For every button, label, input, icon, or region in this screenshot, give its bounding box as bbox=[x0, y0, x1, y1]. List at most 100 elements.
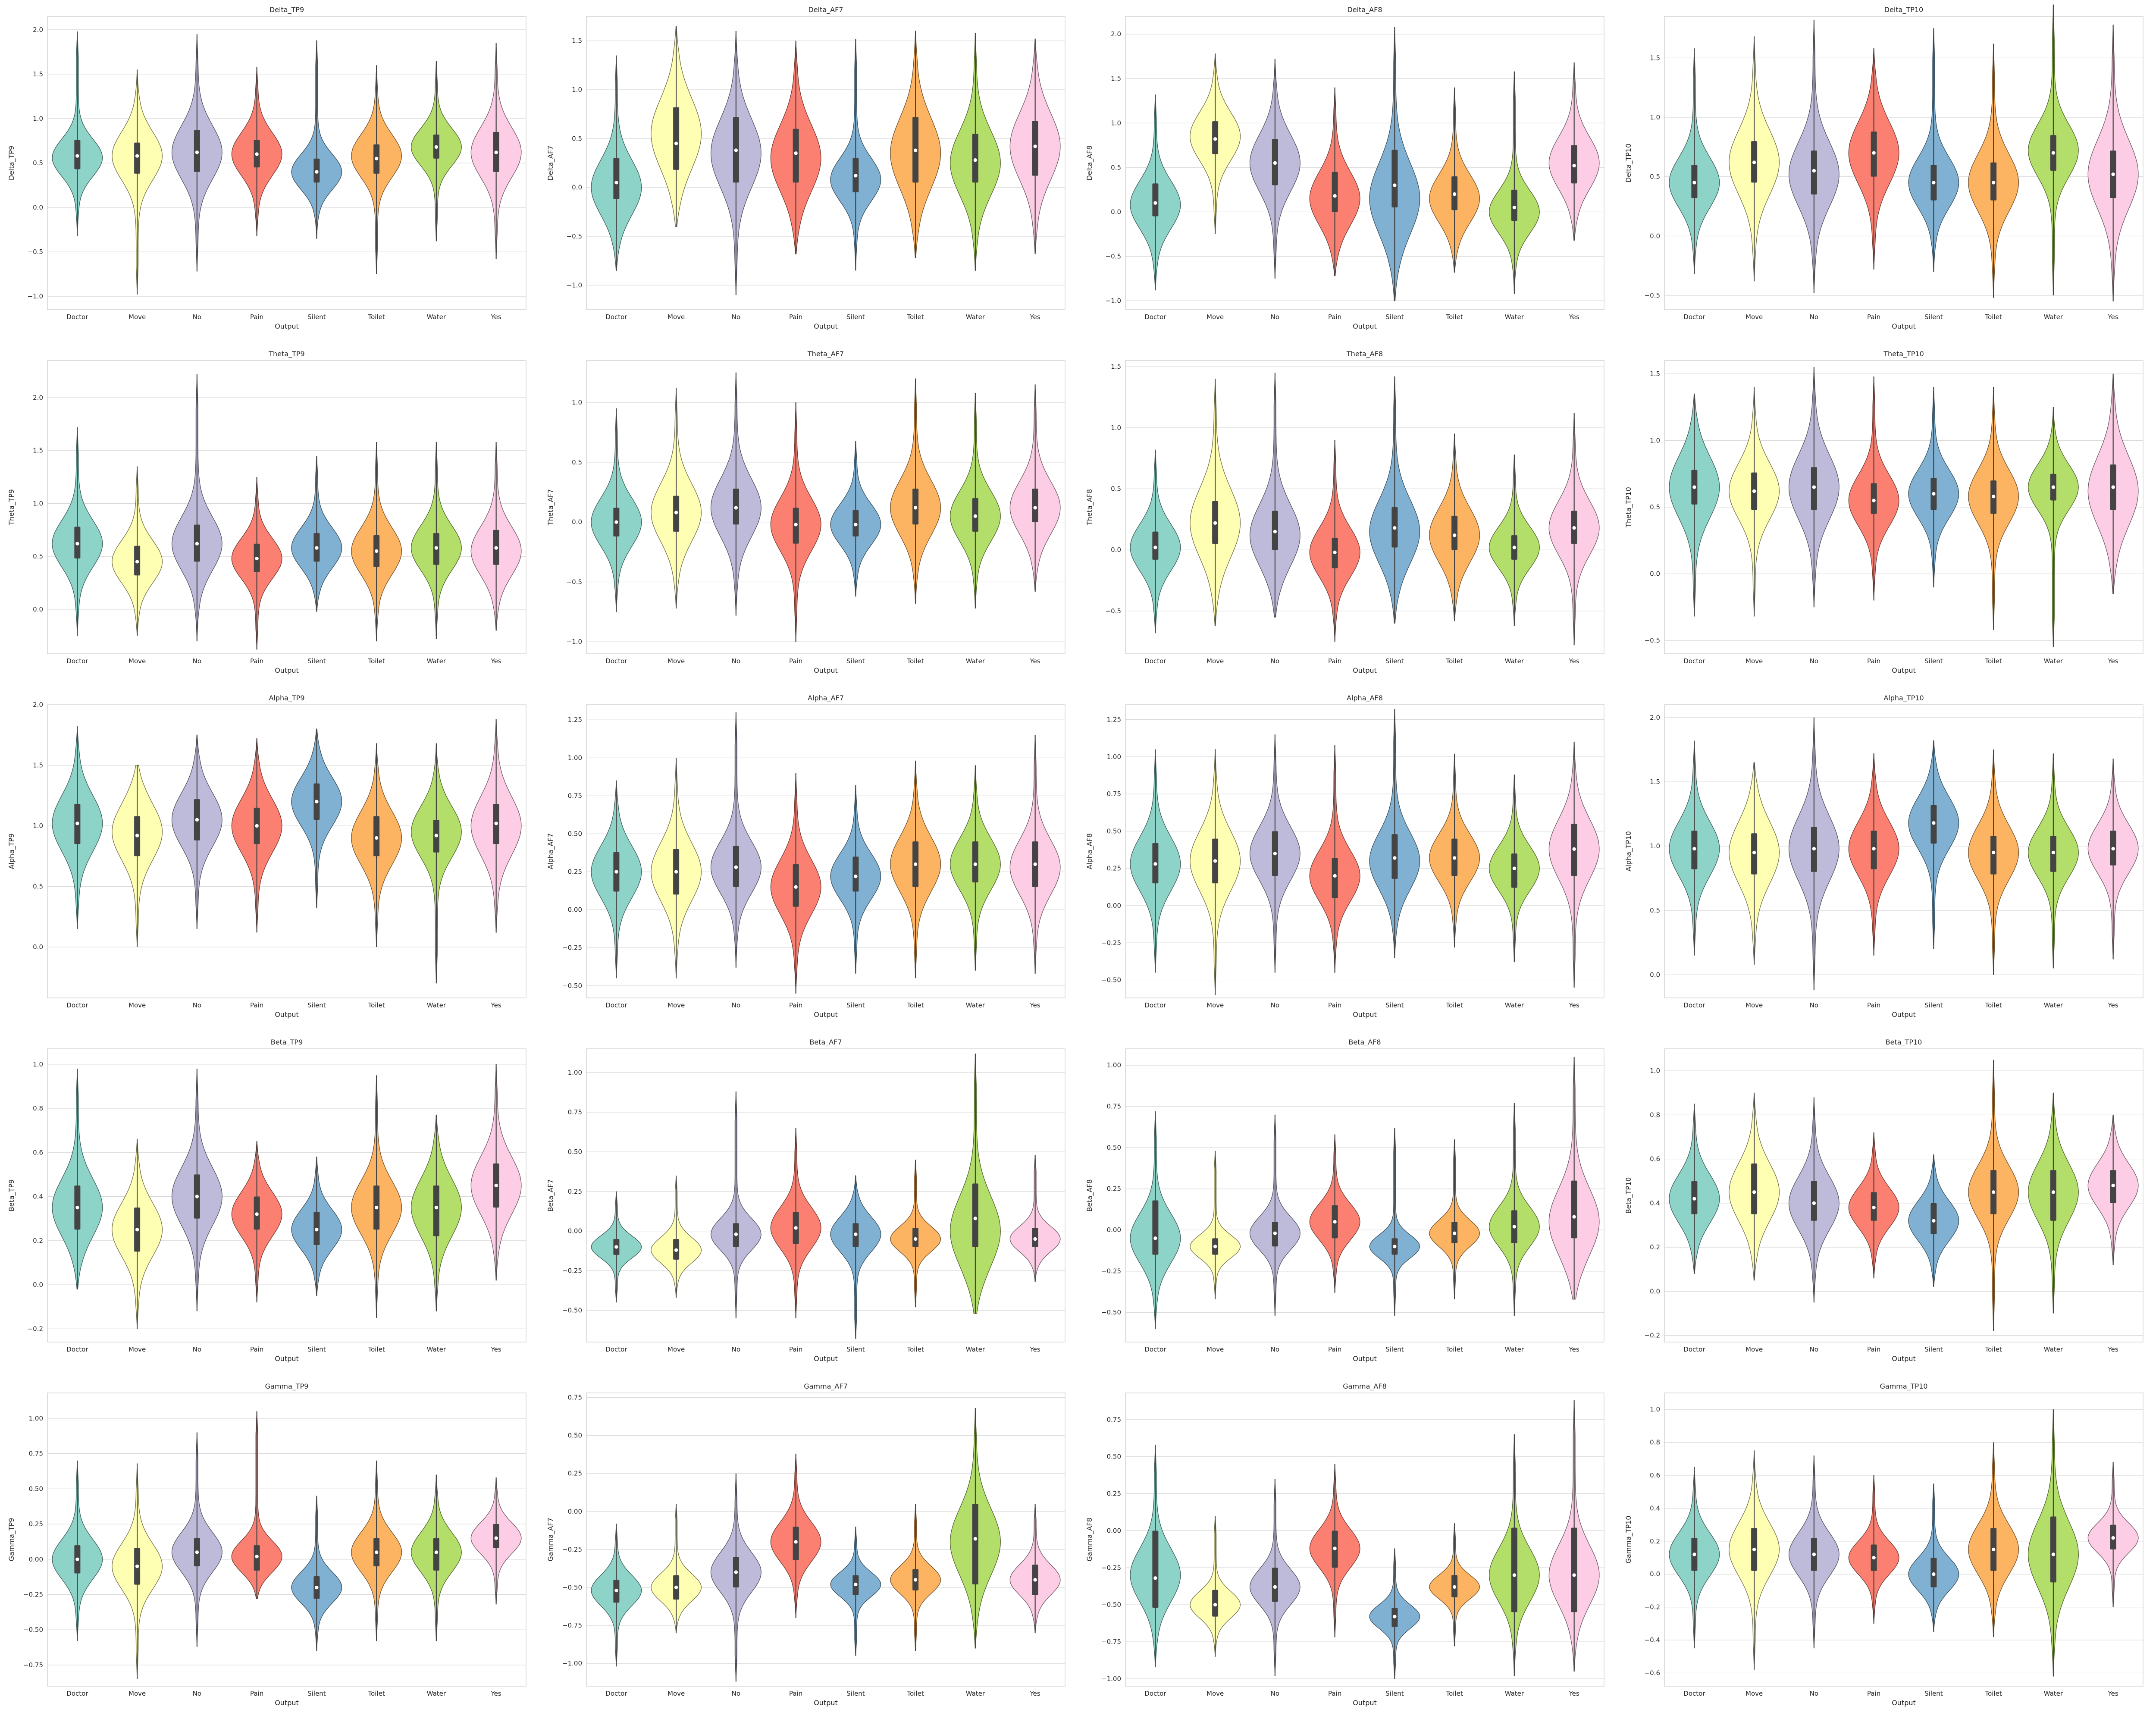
x-tick-label: Toilet bbox=[1446, 1346, 1463, 1353]
chart-title: Beta_TP9 bbox=[271, 1038, 303, 1047]
y-tick-label: 0.5 bbox=[1650, 906, 1660, 914]
x-tick-label: Pain bbox=[250, 1690, 263, 1697]
violin-no bbox=[1249, 59, 1300, 279]
median-point bbox=[1932, 1219, 1936, 1223]
violin-doctor bbox=[591, 55, 642, 271]
x-tick-label: Pain bbox=[1867, 1001, 1880, 1009]
median-point bbox=[1991, 495, 1996, 499]
violin-yes bbox=[470, 43, 522, 259]
violin-silent bbox=[291, 1156, 342, 1296]
x-axis-label: Output bbox=[1353, 322, 1377, 330]
violin-water bbox=[2028, 753, 2079, 969]
median-point bbox=[255, 152, 259, 156]
y-tick-label: 0.0 bbox=[1650, 1287, 1660, 1295]
violin-water bbox=[1489, 1103, 1540, 1316]
iqr-box bbox=[1032, 488, 1038, 522]
median-point bbox=[2111, 1183, 2115, 1188]
median-point bbox=[75, 1557, 79, 1561]
median-point bbox=[434, 1550, 439, 1554]
x-axis-label: Output bbox=[1892, 1699, 1916, 1707]
median-point bbox=[614, 520, 618, 524]
violin-toilet bbox=[1968, 44, 2019, 298]
violin-doctor bbox=[1669, 393, 1720, 617]
x-tick-label: Silent bbox=[846, 1346, 865, 1353]
y-tick-label: 0.50 bbox=[1107, 1144, 1121, 1151]
y-tick-label: 1.0 bbox=[1650, 436, 1660, 444]
x-tick-label: Yes bbox=[1030, 1690, 1040, 1697]
y-tick-label: 0.5 bbox=[33, 882, 43, 890]
iqr-box bbox=[972, 841, 978, 883]
y-tick-label: 0.50 bbox=[568, 1432, 582, 1440]
median-point bbox=[1273, 851, 1277, 856]
median-point bbox=[854, 1582, 858, 1587]
median-point bbox=[1393, 183, 1397, 187]
median-point bbox=[734, 506, 738, 510]
violin-toilet bbox=[351, 1075, 402, 1318]
x-tick-label: Move bbox=[667, 1690, 685, 1697]
x-tick-label: Silent bbox=[1924, 1001, 1943, 1009]
violin-silent bbox=[1369, 709, 1420, 958]
median-point bbox=[913, 1237, 918, 1241]
violin-no bbox=[710, 712, 761, 968]
median-point bbox=[1872, 499, 1876, 502]
x-tick-label: Water bbox=[2044, 657, 2063, 665]
median-point bbox=[1812, 1201, 1816, 1205]
violin-yes bbox=[1548, 62, 1600, 241]
iqr-box bbox=[852, 856, 859, 892]
median-point bbox=[195, 1550, 199, 1554]
median-point bbox=[2111, 847, 2115, 851]
iqr-box bbox=[972, 134, 978, 183]
violin-water bbox=[950, 1053, 1001, 1314]
y-tick-label: 1.5 bbox=[1111, 75, 1121, 82]
violin-no bbox=[171, 1068, 222, 1311]
x-axis-label: Output bbox=[814, 1010, 838, 1019]
median-point bbox=[973, 862, 978, 866]
iqr-box bbox=[1751, 1163, 1758, 1214]
y-tick-label: 0.0 bbox=[1650, 971, 1660, 979]
violin-no bbox=[1788, 1097, 1839, 1303]
median-point bbox=[854, 1232, 858, 1236]
violin-water bbox=[950, 1408, 1001, 1649]
median-point bbox=[1213, 859, 1217, 863]
median-point bbox=[195, 542, 199, 546]
median-point bbox=[1452, 192, 1457, 196]
y-tick-label: −0.25 bbox=[562, 1546, 582, 1553]
x-tick-label: No bbox=[1810, 1001, 1818, 1009]
y-tick-label: −0.75 bbox=[562, 1622, 582, 1629]
median-point bbox=[1692, 1552, 1696, 1556]
y-tick-label: 0.50 bbox=[568, 1148, 582, 1156]
median-point bbox=[794, 885, 798, 889]
violin-no bbox=[1788, 367, 1839, 608]
y-tick-label: 1.5 bbox=[33, 761, 43, 769]
iqr-box bbox=[493, 1524, 499, 1548]
x-tick-label: Pain bbox=[1328, 1346, 1341, 1353]
y-axis-label: Theta_AF8 bbox=[1085, 489, 1094, 526]
y-tick-label: 0.25 bbox=[568, 1470, 582, 1477]
y-tick-label: 1.00 bbox=[568, 754, 582, 762]
median-point bbox=[255, 1212, 259, 1216]
median-point bbox=[794, 1226, 798, 1230]
y-axis-label: Alpha_TP10 bbox=[1624, 831, 1633, 871]
iqr-box bbox=[1391, 150, 1398, 208]
median-point bbox=[2111, 172, 2115, 176]
y-tick-label: 0.75 bbox=[29, 1450, 43, 1458]
median-point bbox=[1153, 1236, 1157, 1240]
y-axis-label: Alpha_TP9 bbox=[7, 833, 16, 869]
x-tick-label: Doctor bbox=[1144, 313, 1166, 321]
y-tick-label: 1.0 bbox=[33, 1060, 43, 1068]
y-axis-label: Beta_TP10 bbox=[1624, 1177, 1633, 1214]
median-point bbox=[674, 141, 678, 145]
x-tick-label: Silent bbox=[307, 1690, 326, 1697]
x-tick-label: Toilet bbox=[1446, 1001, 1463, 1009]
iqr-box bbox=[1152, 183, 1159, 216]
median-point bbox=[1033, 1237, 1037, 1241]
violin-pain bbox=[1309, 87, 1360, 276]
violin-toilet bbox=[890, 31, 941, 258]
x-tick-label: Move bbox=[1745, 313, 1763, 321]
y-tick-label: 0.5 bbox=[572, 135, 582, 142]
y-tick-label: 0.5 bbox=[1111, 163, 1121, 171]
x-tick-label: Pain bbox=[1328, 1690, 1341, 1697]
median-point bbox=[1273, 1585, 1277, 1589]
y-tick-label: 1.0 bbox=[1111, 119, 1121, 127]
x-tick-label: No bbox=[193, 1346, 201, 1353]
